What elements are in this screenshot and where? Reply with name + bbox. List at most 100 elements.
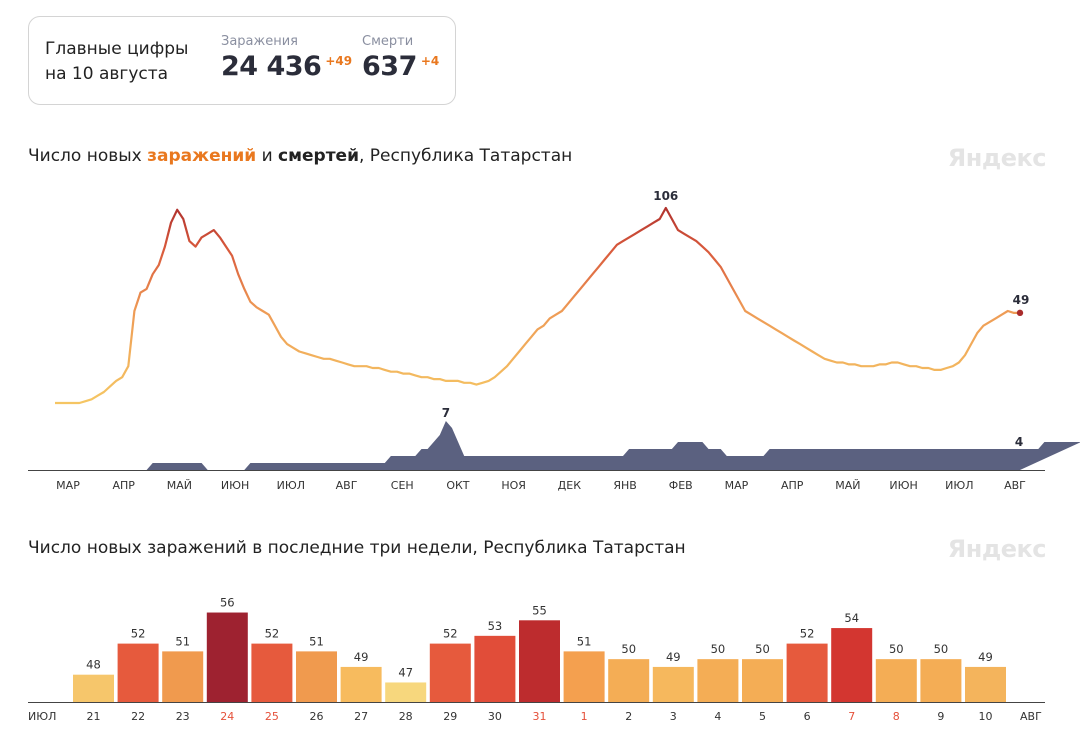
bar-category-label: 1 (581, 710, 588, 723)
bar (875, 659, 917, 702)
summary-title-line1: Главные цифры (45, 39, 189, 59)
bar-category-label: 27 (354, 710, 368, 723)
bar-value-label: 49 (354, 650, 369, 664)
bar-value-label: 48 (86, 658, 101, 672)
deaths-stat: Смерти 637 +4 (362, 34, 439, 82)
bar-value-label: 52 (443, 627, 458, 641)
month-tick-label: ФЕВ (669, 479, 693, 492)
title-part: и (256, 146, 279, 166)
deaths-area (55, 421, 1080, 470)
bar (162, 651, 204, 702)
bar-category-label: 4 (714, 710, 721, 723)
bar-category-label: 10 (979, 710, 993, 723)
summary-title: Главные цифры на 10 августа (45, 37, 215, 87)
cases-value: 24 436 (221, 51, 322, 82)
bar (429, 643, 471, 702)
bar-chart-title: Число новых заражений в последние три не… (28, 538, 686, 558)
bar-category-label: 29 (443, 710, 457, 723)
bar (786, 643, 828, 702)
bar-value-label: 50 (621, 642, 636, 656)
month-tick-label: ОКТ (446, 479, 469, 492)
bar (251, 643, 293, 702)
bar-value-label: 49 (666, 650, 681, 664)
bar (385, 682, 427, 702)
deaths-last-label: 4 (1015, 435, 1023, 449)
cases-last-label: 49 (1013, 293, 1030, 307)
trend-chart: 106 49 7 4 МАР АПР МАЙ ИЮН ИЮЛ АВГ СЕН ОКТ НОЯ ДЕК ЯНВ… (28, 189, 1080, 492)
bar-value-label: 51 (175, 634, 190, 648)
bar (965, 666, 1006, 702)
bar (206, 612, 248, 702)
bar (831, 628, 873, 702)
bar-category-label: 24 (220, 710, 234, 723)
bar-category-label: 7 (848, 710, 855, 723)
bar (697, 659, 739, 702)
bar-value-label: 51 (577, 634, 592, 648)
bar (519, 620, 560, 702)
brand-logo: Яндекс (947, 535, 1047, 563)
title-part: Число новых (28, 146, 148, 166)
bar-value-label: 50 (889, 642, 904, 656)
bar-value-label: 51 (309, 634, 324, 648)
cases-label: Заражения (221, 34, 298, 49)
cases-delta: +49 (325, 54, 353, 68)
bar-value-label: 54 (844, 611, 859, 625)
bar-category-label: 30 (488, 710, 502, 723)
month-tick-label: МАЙ (835, 479, 860, 492)
bar-value-label: 50 (755, 642, 770, 656)
bar-value-label: 52 (265, 627, 280, 641)
bar (296, 651, 337, 702)
month-tick-label: МАЙ (167, 479, 192, 492)
bar-start-month-label: ИЮЛ (28, 710, 56, 723)
cases-stat: Заражения 24 436 +49 (221, 34, 352, 82)
bar-value-label: 47 (398, 665, 413, 679)
title-deaths-word: смертей (278, 146, 359, 166)
bar-category-label: 3 (670, 710, 677, 723)
month-tick-label: НОЯ (501, 479, 526, 492)
bar-category-label: 9 (937, 710, 944, 723)
bar-category-label: 26 (310, 710, 324, 723)
cases-last-point (1016, 309, 1024, 317)
bar-category-label: 31 (533, 710, 547, 723)
trend-chart-title: Число новых заражений и смертей, Республ… (28, 146, 572, 166)
bar-value-label: 55 (532, 603, 547, 617)
summary-title-line2: на 10 августа (45, 64, 169, 84)
bar-category-label: 23 (176, 710, 190, 723)
bar-category-label: 8 (893, 710, 900, 723)
month-tick-label: ИЮН (221, 479, 249, 492)
bar (608, 659, 650, 702)
bar (340, 666, 382, 702)
bar (117, 643, 159, 702)
summary-card: Главные цифры на 10 августа Заражения 24… (28, 16, 456, 105)
bar-chart: 4821522251235624522551264927472852295330… (28, 596, 1045, 723)
title-part: , Республика Татарстан (359, 146, 573, 166)
bar-category-label: 6 (804, 710, 811, 723)
month-tick-label: ДЕК (558, 479, 582, 492)
deaths-peak-label: 7 (442, 406, 450, 420)
bar-value-label: 56 (220, 596, 235, 610)
month-tick-label: АВГ (336, 479, 358, 492)
bar-value-label: 52 (800, 627, 815, 641)
deaths-value: 637 (362, 51, 417, 82)
bar-value-label: 49 (978, 650, 993, 664)
month-tick-label: ИЮЛ (277, 479, 305, 492)
month-tick-label: АПР (781, 479, 804, 492)
month-tick-label: ИЮН (889, 479, 917, 492)
bar-end-month-label: АВГ (1020, 710, 1042, 723)
month-tick-label: МАР (725, 479, 749, 492)
bar (474, 635, 516, 702)
bar (563, 651, 605, 702)
month-tick-label: АВГ (1004, 479, 1026, 492)
bar-value-label: 50 (934, 642, 949, 656)
bar-category-label: 22 (131, 710, 145, 723)
bar-value-label: 52 (131, 627, 146, 641)
bar (742, 659, 783, 702)
bar (652, 666, 694, 702)
cases-peak-label: 106 (653, 189, 678, 203)
month-tick-label: ЯНВ (613, 479, 636, 492)
deaths-delta: +4 (420, 54, 440, 68)
bar-value-label: 50 (711, 642, 726, 656)
bar (73, 674, 114, 702)
month-tick-label: АПР (112, 479, 135, 492)
bar-value-label: 53 (488, 619, 503, 633)
